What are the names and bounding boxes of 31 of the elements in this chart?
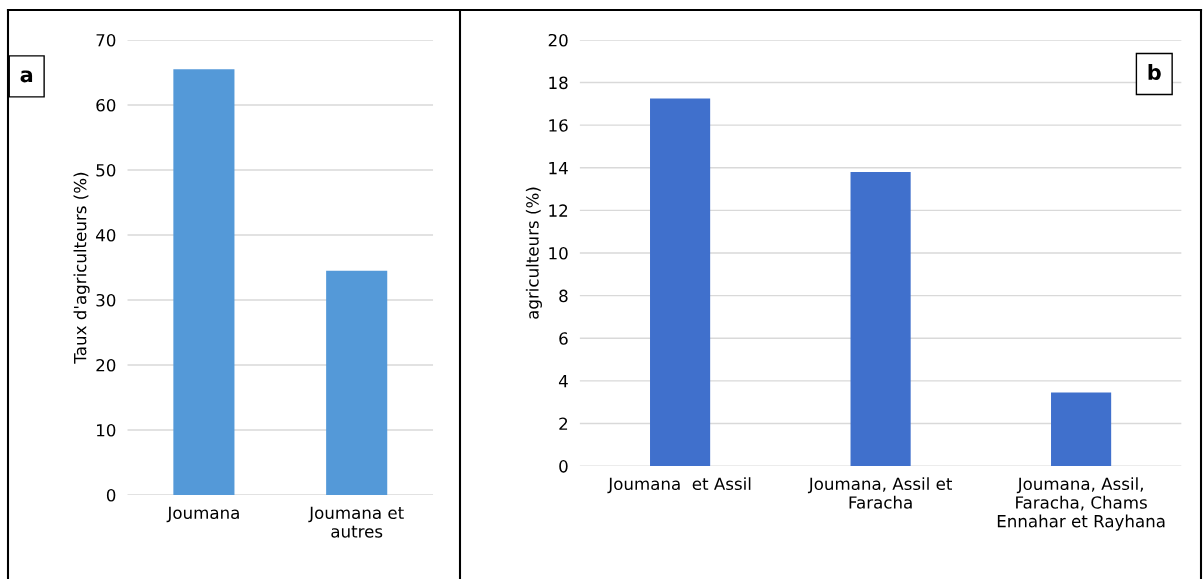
y-tick-label: 70: [96, 33, 116, 47]
y-tick-label: 10: [549, 246, 568, 260]
y-tick-label: 6: [559, 332, 568, 345]
y-tick-label: 4: [558, 375, 568, 388]
x-tick-label: Joumana: [166, 506, 239, 523]
y-tick-label: 14: [549, 161, 568, 175]
y-tick-label: 8: [559, 289, 568, 303]
y-tick-label: 2: [559, 417, 568, 430]
y-tick-label: 0: [559, 460, 568, 473]
annotation: b: [1148, 63, 1161, 81]
y-tick-label: 0: [106, 489, 116, 502]
y-axis-title: Taux d'agriculteurs (%): [73, 172, 90, 364]
y-tick-label: 30: [96, 293, 116, 307]
y-tick-label: 10: [97, 423, 116, 437]
y-axis-title: agriculteurs (%): [525, 187, 542, 319]
y-tick-label: 20: [96, 358, 116, 372]
x-tick-label: Joumana, Assil et Faracha: [807, 477, 952, 509]
y-tick-label: 18: [549, 76, 568, 90]
bar: [650, 98, 711, 467]
y-tick-label: 60: [96, 98, 116, 112]
y-tick-label: 50: [96, 163, 116, 177]
y-tick-label: 20: [548, 33, 568, 47]
x-tick-label: Joumana et autres: [308, 506, 404, 538]
y-tick-label: 12: [549, 204, 568, 217]
x-tick-label: Joumana, Assil, Faracha, Chams Ennahar et Rayhana: [997, 477, 1165, 531]
bar: [1051, 392, 1112, 467]
bar: [850, 172, 911, 467]
text: a: [20, 70, 33, 83]
x-tick-label: Joumana et Assil: [607, 477, 751, 494]
y-tick-label: 40: [96, 228, 116, 242]
y-tick-label: 16: [549, 119, 568, 132]
